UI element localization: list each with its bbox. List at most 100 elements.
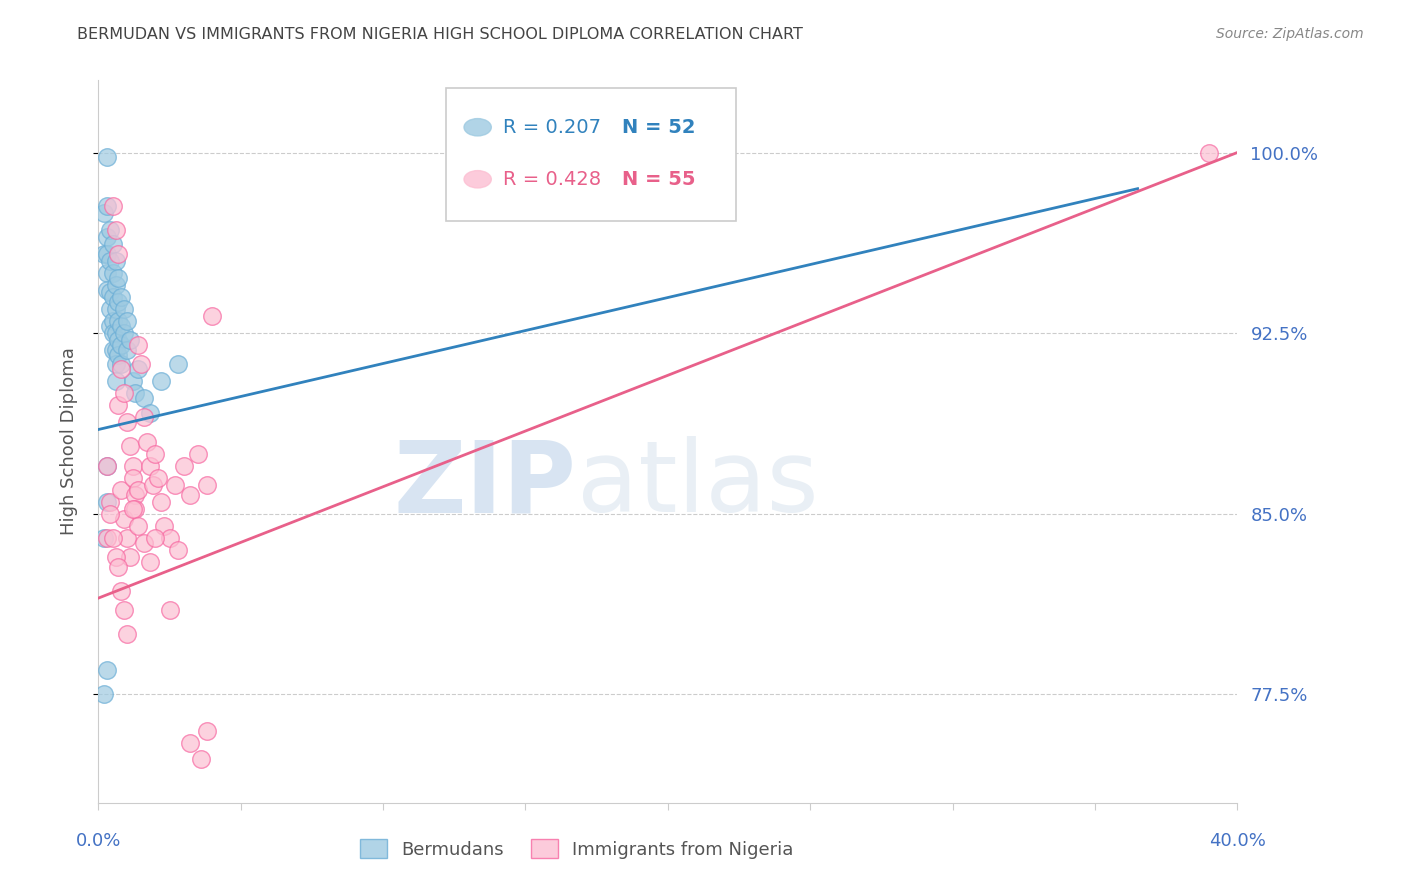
- Point: [96, 229, 118, 244]
- Point: [101, 198, 124, 212]
- Point: [187, 447, 209, 461]
- Point: [107, 270, 129, 285]
- Point: [121, 470, 143, 484]
- Point: [96, 494, 118, 508]
- Point: [153, 519, 176, 533]
- Point: [127, 519, 149, 533]
- Point: [145, 531, 167, 545]
- Point: [118, 550, 141, 565]
- Legend: Bermudans, Immigrants from Nigeria: Bermudans, Immigrants from Nigeria: [353, 832, 801, 866]
- Point: [167, 358, 190, 372]
- Point: [107, 348, 129, 362]
- Point: [112, 386, 135, 401]
- Point: [127, 338, 149, 352]
- Point: [124, 487, 146, 501]
- Point: [96, 198, 118, 212]
- Point: [115, 627, 138, 641]
- Text: 40.0%: 40.0%: [1209, 831, 1265, 850]
- Point: [112, 511, 135, 525]
- Point: [101, 314, 124, 328]
- Point: [96, 458, 118, 473]
- Point: [107, 246, 129, 260]
- Point: [179, 735, 201, 749]
- Text: R = 0.207: R = 0.207: [503, 118, 600, 136]
- Point: [115, 415, 138, 429]
- Point: [145, 447, 167, 461]
- Point: [112, 326, 135, 341]
- Point: [98, 254, 121, 268]
- Point: [132, 391, 155, 405]
- Point: [118, 334, 141, 348]
- Point: [98, 222, 121, 236]
- Point: [201, 310, 224, 324]
- Point: [107, 294, 129, 309]
- Point: [96, 531, 118, 545]
- Point: [104, 374, 127, 388]
- Point: [165, 478, 187, 492]
- Point: [110, 358, 132, 372]
- Point: [115, 343, 138, 357]
- Point: [112, 603, 135, 617]
- Point: [110, 318, 132, 333]
- Point: [96, 246, 118, 260]
- Text: atlas: atlas: [576, 436, 818, 533]
- Point: [173, 458, 195, 473]
- Point: [104, 326, 127, 341]
- Text: ZIP: ZIP: [394, 436, 576, 533]
- Point: [110, 362, 132, 376]
- Point: [121, 458, 143, 473]
- Point: [129, 358, 152, 372]
- Circle shape: [464, 119, 491, 136]
- Text: N = 52: N = 52: [623, 118, 696, 136]
- Point: [110, 483, 132, 497]
- Point: [107, 398, 129, 412]
- Point: [96, 458, 118, 473]
- Point: [101, 266, 124, 280]
- Point: [118, 439, 141, 453]
- Point: [121, 374, 143, 388]
- Point: [127, 362, 149, 376]
- Point: [110, 583, 132, 598]
- Point: [104, 343, 127, 357]
- Point: [98, 301, 121, 316]
- Point: [104, 277, 127, 292]
- Point: [107, 559, 129, 574]
- Text: R = 0.428: R = 0.428: [503, 169, 600, 189]
- Point: [148, 470, 170, 484]
- Point: [104, 301, 127, 316]
- Point: [150, 494, 173, 508]
- Point: [110, 338, 132, 352]
- Point: [101, 531, 124, 545]
- Point: [195, 478, 218, 492]
- Point: [93, 531, 115, 545]
- Point: [101, 326, 124, 341]
- Point: [132, 535, 155, 549]
- Point: [135, 434, 157, 449]
- FancyBboxPatch shape: [446, 87, 737, 221]
- Point: [96, 283, 118, 297]
- Point: [190, 752, 212, 766]
- Y-axis label: High School Diploma: High School Diploma: [59, 348, 77, 535]
- Point: [107, 314, 129, 328]
- Point: [98, 285, 121, 300]
- Point: [195, 723, 218, 738]
- Text: Source: ZipAtlas.com: Source: ZipAtlas.com: [1216, 27, 1364, 41]
- Point: [1198, 145, 1220, 160]
- Point: [132, 410, 155, 425]
- Point: [138, 458, 160, 473]
- Point: [127, 483, 149, 497]
- Point: [107, 334, 129, 348]
- Point: [96, 266, 118, 280]
- Circle shape: [464, 170, 491, 188]
- Point: [179, 487, 201, 501]
- Point: [138, 555, 160, 569]
- Point: [124, 502, 146, 516]
- Point: [159, 531, 181, 545]
- Point: [104, 358, 127, 372]
- Point: [98, 494, 121, 508]
- Point: [93, 246, 115, 260]
- Point: [110, 290, 132, 304]
- Point: [115, 314, 138, 328]
- Point: [159, 603, 181, 617]
- Point: [96, 664, 118, 678]
